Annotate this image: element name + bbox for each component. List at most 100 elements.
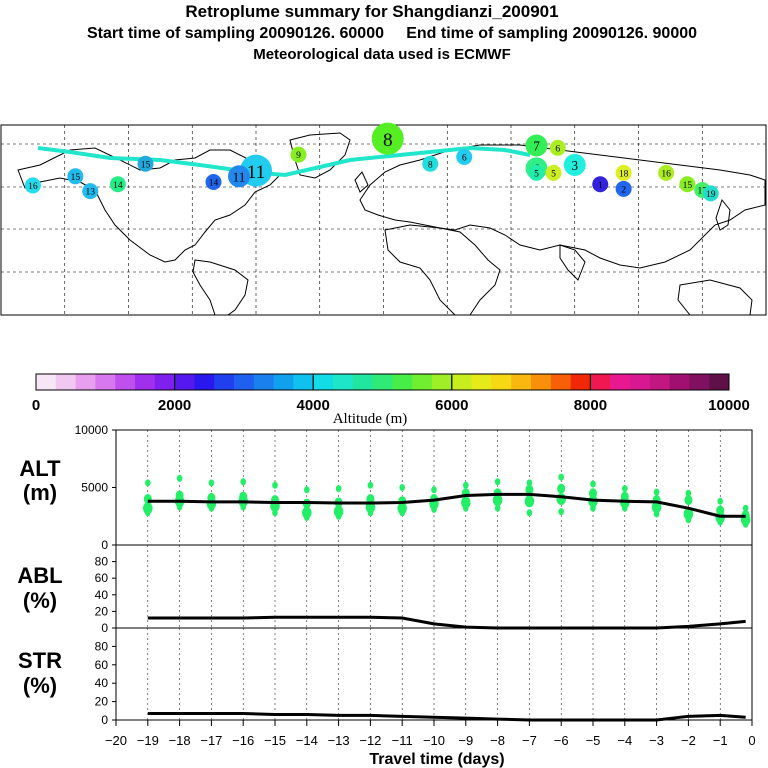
alt-scatter-point (622, 485, 628, 493)
colorbar-tick-label: 6000 (435, 397, 468, 414)
alt-scatter-point (557, 483, 566, 494)
plume-circle (371, 122, 404, 155)
x-tick-label: −3 (649, 733, 664, 748)
plume-marker: 7 (525, 134, 548, 157)
colorbar-tick-label: 4000 (297, 397, 330, 414)
colorbar-swatch (352, 374, 374, 390)
colorbar-tick-label: 2000 (158, 397, 191, 414)
alt-scatter-point (742, 520, 749, 528)
plume-circle (24, 177, 41, 194)
alt-scatter-point (492, 494, 503, 507)
plume-label: 17 (697, 186, 707, 197)
alt-scatter-point (494, 504, 501, 512)
plume-label: 19 (706, 189, 716, 200)
plume-label: 18 (619, 168, 629, 179)
plume-circle (615, 164, 632, 181)
colorbar-swatch (669, 374, 690, 390)
plume-label: 2 (621, 184, 626, 195)
str-unit: (%) (23, 673, 57, 698)
x-tick-label: −14 (296, 733, 318, 748)
str-ytick-label: 40 (95, 676, 109, 690)
colorbar-swatch (293, 374, 314, 390)
x-tick-label: −19 (137, 733, 159, 748)
abl-panel: 0 20 40 60 80 (95, 544, 753, 635)
colorbar-swatch (432, 374, 453, 390)
plume-circle (137, 155, 154, 172)
str-panel: 0 20 40 60 80 (95, 627, 753, 727)
colorbar-swatch (550, 374, 572, 390)
alt-scatter-point (399, 509, 406, 517)
abl-ytick-label: 0 (101, 621, 108, 635)
x-tick-label: 0 (748, 733, 755, 748)
abl-line (147, 615, 746, 630)
alt-scatter-point (304, 486, 310, 494)
str-ytick-label: 20 (95, 695, 109, 709)
alt-scatter-point (367, 481, 374, 489)
sampling-times: Start time of sampling 20090126. 60000 E… (86, 25, 698, 42)
x-tick-label: −2 (681, 733, 696, 748)
x-tick-label: −11 (392, 733, 413, 748)
alt-scatter-point (367, 509, 374, 517)
str-ytick-label: 80 (95, 639, 109, 653)
alt-scatter-point (683, 507, 694, 520)
alt-scatter-point (335, 485, 342, 493)
x-tick-label: −10 (423, 733, 445, 748)
plume-label: 15 (141, 159, 151, 170)
colorbar-swatch (135, 374, 156, 390)
plume-circle (228, 165, 250, 188)
plume-marker: 9 (290, 146, 307, 163)
plume-label: 3 (571, 158, 578, 173)
plume-circle (109, 176, 126, 193)
str-label: STR (18, 648, 62, 673)
plume-markers: 87665532168911111415151613141517191618 (24, 122, 719, 202)
colorbar-swatch (154, 374, 176, 390)
plume-circle (563, 153, 586, 176)
plume-circle (702, 185, 719, 202)
plume-label: 6 (555, 143, 560, 154)
alt-scatter-point (651, 501, 662, 514)
plume-circle (290, 146, 307, 163)
x-axis-title: Travel time (days) (369, 751, 504, 768)
plume-label: 14 (209, 178, 219, 189)
colorbar-swatch (194, 374, 215, 390)
alt-scatter-point (176, 503, 183, 511)
colorbar-swatch (590, 374, 611, 390)
colorbar-swatch (471, 374, 492, 390)
alt-scatter-point (304, 513, 310, 521)
plume-label: 15 (71, 172, 81, 183)
colorbar-swatch (174, 374, 195, 390)
alt-scatter-point (685, 489, 692, 497)
x-tick-label: −20 (105, 733, 127, 748)
plume-circle (205, 174, 222, 190)
colorbar-tick-labels: 0 2000 4000 6000 8000 10000 (32, 374, 750, 414)
plume-circle (545, 164, 562, 181)
plume-marker: 8 (371, 122, 404, 155)
alt-scatter-point (461, 496, 471, 509)
alt-scatter-point (431, 505, 437, 513)
colorbar-swatch (630, 374, 651, 390)
alt-scatter-point (335, 512, 342, 520)
plume-label: 8 (428, 159, 433, 170)
abl-ytick-label: 60 (95, 571, 109, 585)
chart-title: Retroplume summary for Shangdianzi_20090… (185, 2, 559, 21)
plume-label: 1 (598, 180, 603, 191)
alt-scatter-point (463, 504, 469, 512)
alt-ytick-label: 10000 (75, 423, 109, 437)
alt-scatter-point (558, 508, 564, 516)
x-tick-label: −5 (586, 733, 601, 748)
colorbar-swatch (689, 374, 710, 390)
abl-ytick-label: 40 (95, 588, 109, 602)
colorbar-swatch (491, 374, 512, 390)
colorbar-swatch (75, 374, 96, 390)
alt-scatter-point (556, 493, 566, 505)
plume-marker: 5 (528, 164, 545, 181)
str-ytick-label: 0 (101, 713, 108, 727)
plume-marker: 16 (24, 177, 41, 194)
colorbar-swatch (95, 374, 116, 390)
alt-scatter-point (208, 479, 215, 487)
x-tick-label: −16 (232, 733, 254, 748)
alt-scatter-point (742, 504, 749, 512)
colorbar-swatch (610, 374, 631, 390)
